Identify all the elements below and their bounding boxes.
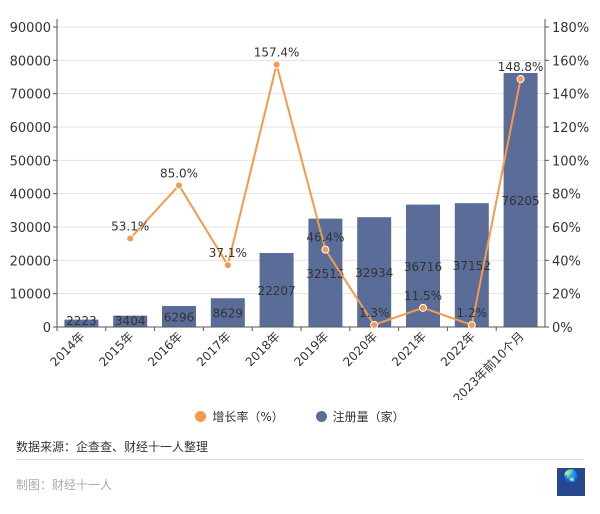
growth-data-label: 148.8% xyxy=(498,60,544,74)
y-right-tick-label: 120% xyxy=(552,121,589,136)
bar-data-label: 2223 xyxy=(66,314,97,328)
y-right-tick-label: 80% xyxy=(552,188,581,203)
x-tick-label: 2014年 xyxy=(48,329,88,369)
x-tick-label: 2021年 xyxy=(389,329,429,369)
bar-data-label: 3404 xyxy=(115,314,146,328)
x-tick-label: 2016年 xyxy=(145,329,185,369)
bar xyxy=(210,298,245,327)
growth-point xyxy=(419,303,427,312)
bar xyxy=(503,72,538,327)
growth-data-label: 1.3% xyxy=(359,306,390,320)
y-right-tick-label: 160% xyxy=(552,54,589,69)
bar-data-label: 76205 xyxy=(502,194,540,208)
x-tick-label: 2019年 xyxy=(292,329,332,369)
growth-data-label: 53.1% xyxy=(111,220,149,234)
bar xyxy=(64,319,99,327)
globe-icon: 🌏 xyxy=(563,469,579,483)
bar-data-label: 32515 xyxy=(306,267,344,281)
legend-label: 注册量（家） xyxy=(332,410,405,424)
brand-logo: 🌏 xyxy=(557,468,585,496)
legend-dot-orange xyxy=(195,411,207,422)
bar xyxy=(259,252,294,327)
y-left-tick-label: 20000 xyxy=(10,254,51,269)
growth-point xyxy=(516,75,525,83)
growth-data-label: 85.0% xyxy=(160,166,198,180)
chart-credit: 制图：财经十一人 xyxy=(16,478,113,492)
growth-point xyxy=(175,181,183,190)
y-left-tick-label: 0 xyxy=(43,321,51,336)
y-left-tick-label: 80000 xyxy=(10,54,51,69)
legend: 增长率（%） 注册量（家） xyxy=(0,408,600,425)
bar-data-label: 36716 xyxy=(404,260,442,274)
growth-data-label: 1.2% xyxy=(457,306,488,320)
bar-data-label: 32934 xyxy=(355,266,393,280)
y-right-tick-label: 180% xyxy=(552,21,589,36)
bar xyxy=(308,218,343,327)
legend-dot-blue xyxy=(315,411,327,422)
bar-data-label: 22207 xyxy=(258,284,296,298)
x-tick-label: 2020年 xyxy=(340,329,380,369)
y-right-tick-label: 60% xyxy=(552,221,581,236)
x-tick-label: 2017年 xyxy=(194,329,234,369)
growth-point xyxy=(467,321,476,329)
y-left-tick-label: 50000 xyxy=(10,154,51,169)
y-right-tick-label: 0% xyxy=(552,321,573,336)
growth-data-label: 11.5% xyxy=(404,289,442,303)
legend-item-growth[interactable]: 增长率（%） xyxy=(195,408,284,425)
legend-item-count[interactable]: 注册量（家） xyxy=(315,408,405,425)
y-left-tick-label: 70000 xyxy=(10,88,51,103)
y-right-tick-label: 20% xyxy=(552,288,581,303)
y-right-tick-label: 40% xyxy=(552,254,581,269)
y-left-tick-label: 90000 xyxy=(10,21,51,36)
combo-chart: 0 10000 20000 30000 40000 50000 60000 70000 8000… xyxy=(10,19,589,405)
y-left-tick-label: 60000 xyxy=(10,121,51,136)
y-right-tick-label: 100% xyxy=(552,154,589,169)
growth-point xyxy=(272,60,281,69)
growth-point xyxy=(370,320,379,329)
y-right-tick-label: 140% xyxy=(552,88,589,103)
divider xyxy=(16,459,584,460)
bar-data-label: 6296 xyxy=(164,311,195,325)
growth-point xyxy=(126,234,135,243)
legend-label: 增长率（%） xyxy=(212,410,284,424)
bar xyxy=(162,306,196,327)
y-left-tick-label: 40000 xyxy=(10,188,51,203)
growth-point xyxy=(223,261,232,270)
growth-data-label: 46.4% xyxy=(306,231,344,245)
data-source: 数据来源：企查查、财经十一人整理 xyxy=(16,440,209,454)
growth-data-label: 37.1% xyxy=(209,246,247,260)
y-left-tick-label: 30000 xyxy=(10,221,51,236)
growth-point xyxy=(321,245,330,254)
bar-data-label: 8629 xyxy=(213,307,244,321)
bar-data-label: 37152 xyxy=(453,259,491,273)
x-tick-label: 2018年 xyxy=(243,329,283,369)
x-tick-label: 2015年 xyxy=(96,329,136,369)
growth-data-label: 157.4% xyxy=(254,46,300,60)
bar xyxy=(113,315,148,327)
x-tick-label: 2022年 xyxy=(438,329,478,369)
y-left-tick-label: 10000 xyxy=(10,288,51,303)
